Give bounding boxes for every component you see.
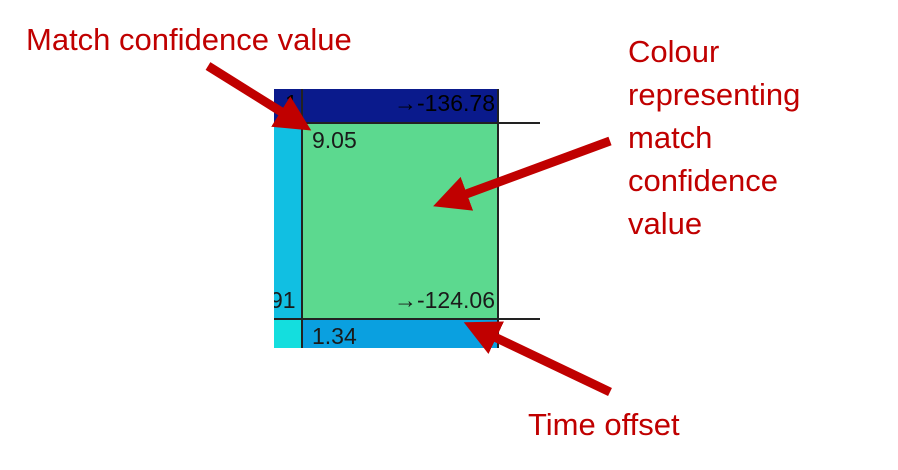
similarity-matrix-crop: 1 →-136.78 91 9.05 →-124.06 1.34: [274, 89, 540, 348]
gridline: [274, 318, 540, 320]
left-cyan-cell: 91: [274, 123, 302, 319]
green-confidence-cell: 9.05 →-124.06: [302, 123, 498, 319]
top-left-cell: 1: [274, 89, 302, 123]
top-navy-cell: →-136.78: [302, 89, 498, 123]
gridline: [301, 89, 303, 348]
bottom-right-blank-cell: [498, 319, 540, 348]
top-left-cell-text: 1: [285, 90, 298, 116]
bottom-blue-cell: 1.34: [302, 319, 498, 348]
time-offset-label: Time offset: [528, 407, 680, 442]
time-offset-value: →-124.06: [393, 287, 495, 313]
gridline: [497, 89, 499, 348]
left-cell-fragment: 91: [274, 287, 296, 313]
colour-label-line: confidence: [628, 163, 778, 198]
top-cell-time-offset: →-136.78: [393, 90, 495, 116]
colour-representing-confidence-label: Colour representing match confidence val…: [628, 30, 800, 245]
bottom-left-cyan-cell: [274, 319, 302, 348]
gridline: [274, 122, 540, 124]
colour-label-line: value: [628, 206, 703, 241]
right-blank-cell: [498, 123, 540, 319]
match-confidence-label: Match confidence value: [26, 22, 352, 57]
colour-label-line: Colour: [628, 34, 720, 69]
confidence-value: 9.05: [312, 127, 357, 153]
colour-label-line: representing: [628, 77, 801, 112]
bottom-confidence-value: 1.34: [312, 323, 357, 348]
colour-label-line: match: [628, 120, 713, 155]
